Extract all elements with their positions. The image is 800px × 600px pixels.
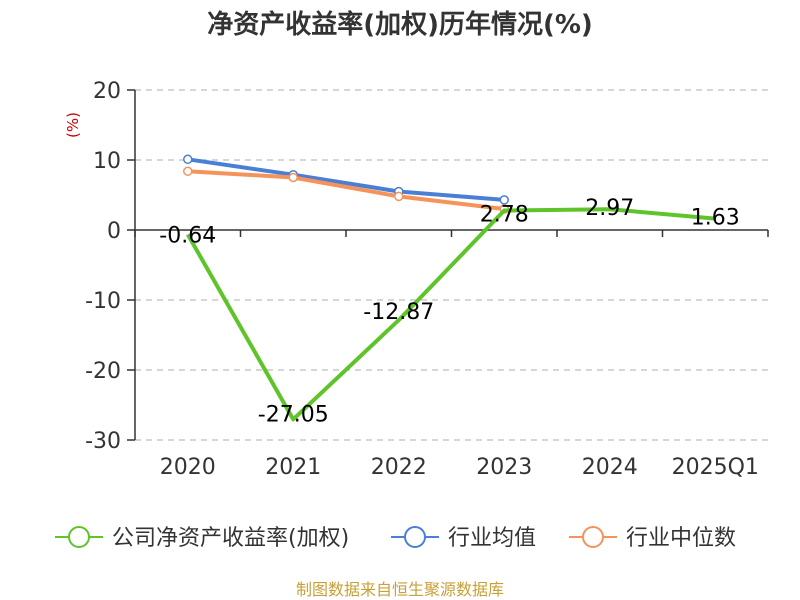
series-point: [499, 195, 509, 205]
legend-swatch-marker: [582, 526, 604, 548]
y-tick-label: -30: [85, 429, 121, 454]
x-tick-label: 2023: [476, 455, 532, 480]
y-tick-label: -10: [85, 289, 121, 314]
legend: 公司净资产收益率(加权) 行业均值 行业中位数: [55, 526, 736, 551]
y-axis-label: (%): [64, 112, 82, 138]
y-tick-label: 0: [107, 219, 121, 244]
legend-swatch-marker: [68, 526, 90, 548]
series-point: [394, 191, 404, 202]
data-label: 1.63: [691, 206, 740, 231]
data-label: 2.78: [480, 203, 529, 228]
axes: 20 10 0 -10 -20 -30 2020 2021 2022 2023 2024 2025Q1: [85, 79, 769, 480]
legend-label: 行业中位数: [626, 526, 736, 551]
series-point: [183, 154, 193, 165]
series-point: [288, 172, 298, 183]
data-label: -27.05: [258, 402, 329, 427]
legend-label: 行业均值: [448, 526, 536, 551]
chart-title: 净资产收益率(加权)历年情况(%): [207, 9, 593, 40]
data-label: -0.64: [159, 223, 216, 248]
y-tick-label: 10: [93, 149, 121, 174]
data-labels: -0.64 -27.05 -12.87 2.78 2.97 1.63: [159, 196, 739, 427]
data-label: 2.97: [585, 196, 634, 221]
series-line: [186, 207, 716, 422]
series-line: [187, 169, 505, 211]
legend-label: 公司净资产收益率(加权): [112, 526, 349, 551]
x-tick-label: 2024: [582, 455, 638, 480]
x-tick-label: 2020: [160, 455, 216, 480]
data-label: -12.87: [363, 300, 434, 325]
series-point: [183, 166, 193, 176]
series-layer: [183, 154, 716, 422]
legend-swatch-marker: [404, 526, 426, 548]
x-tick-label: 2021: [265, 455, 321, 480]
y-tick-label: -20: [85, 359, 121, 384]
y-tick-label: 20: [93, 79, 121, 104]
x-tick-label: 2025Q1: [672, 455, 759, 480]
series-line: [187, 157, 505, 202]
x-tick-label: 2022: [371, 455, 427, 480]
source-note: 制图数据来自恒生聚源数据库: [296, 580, 504, 599]
